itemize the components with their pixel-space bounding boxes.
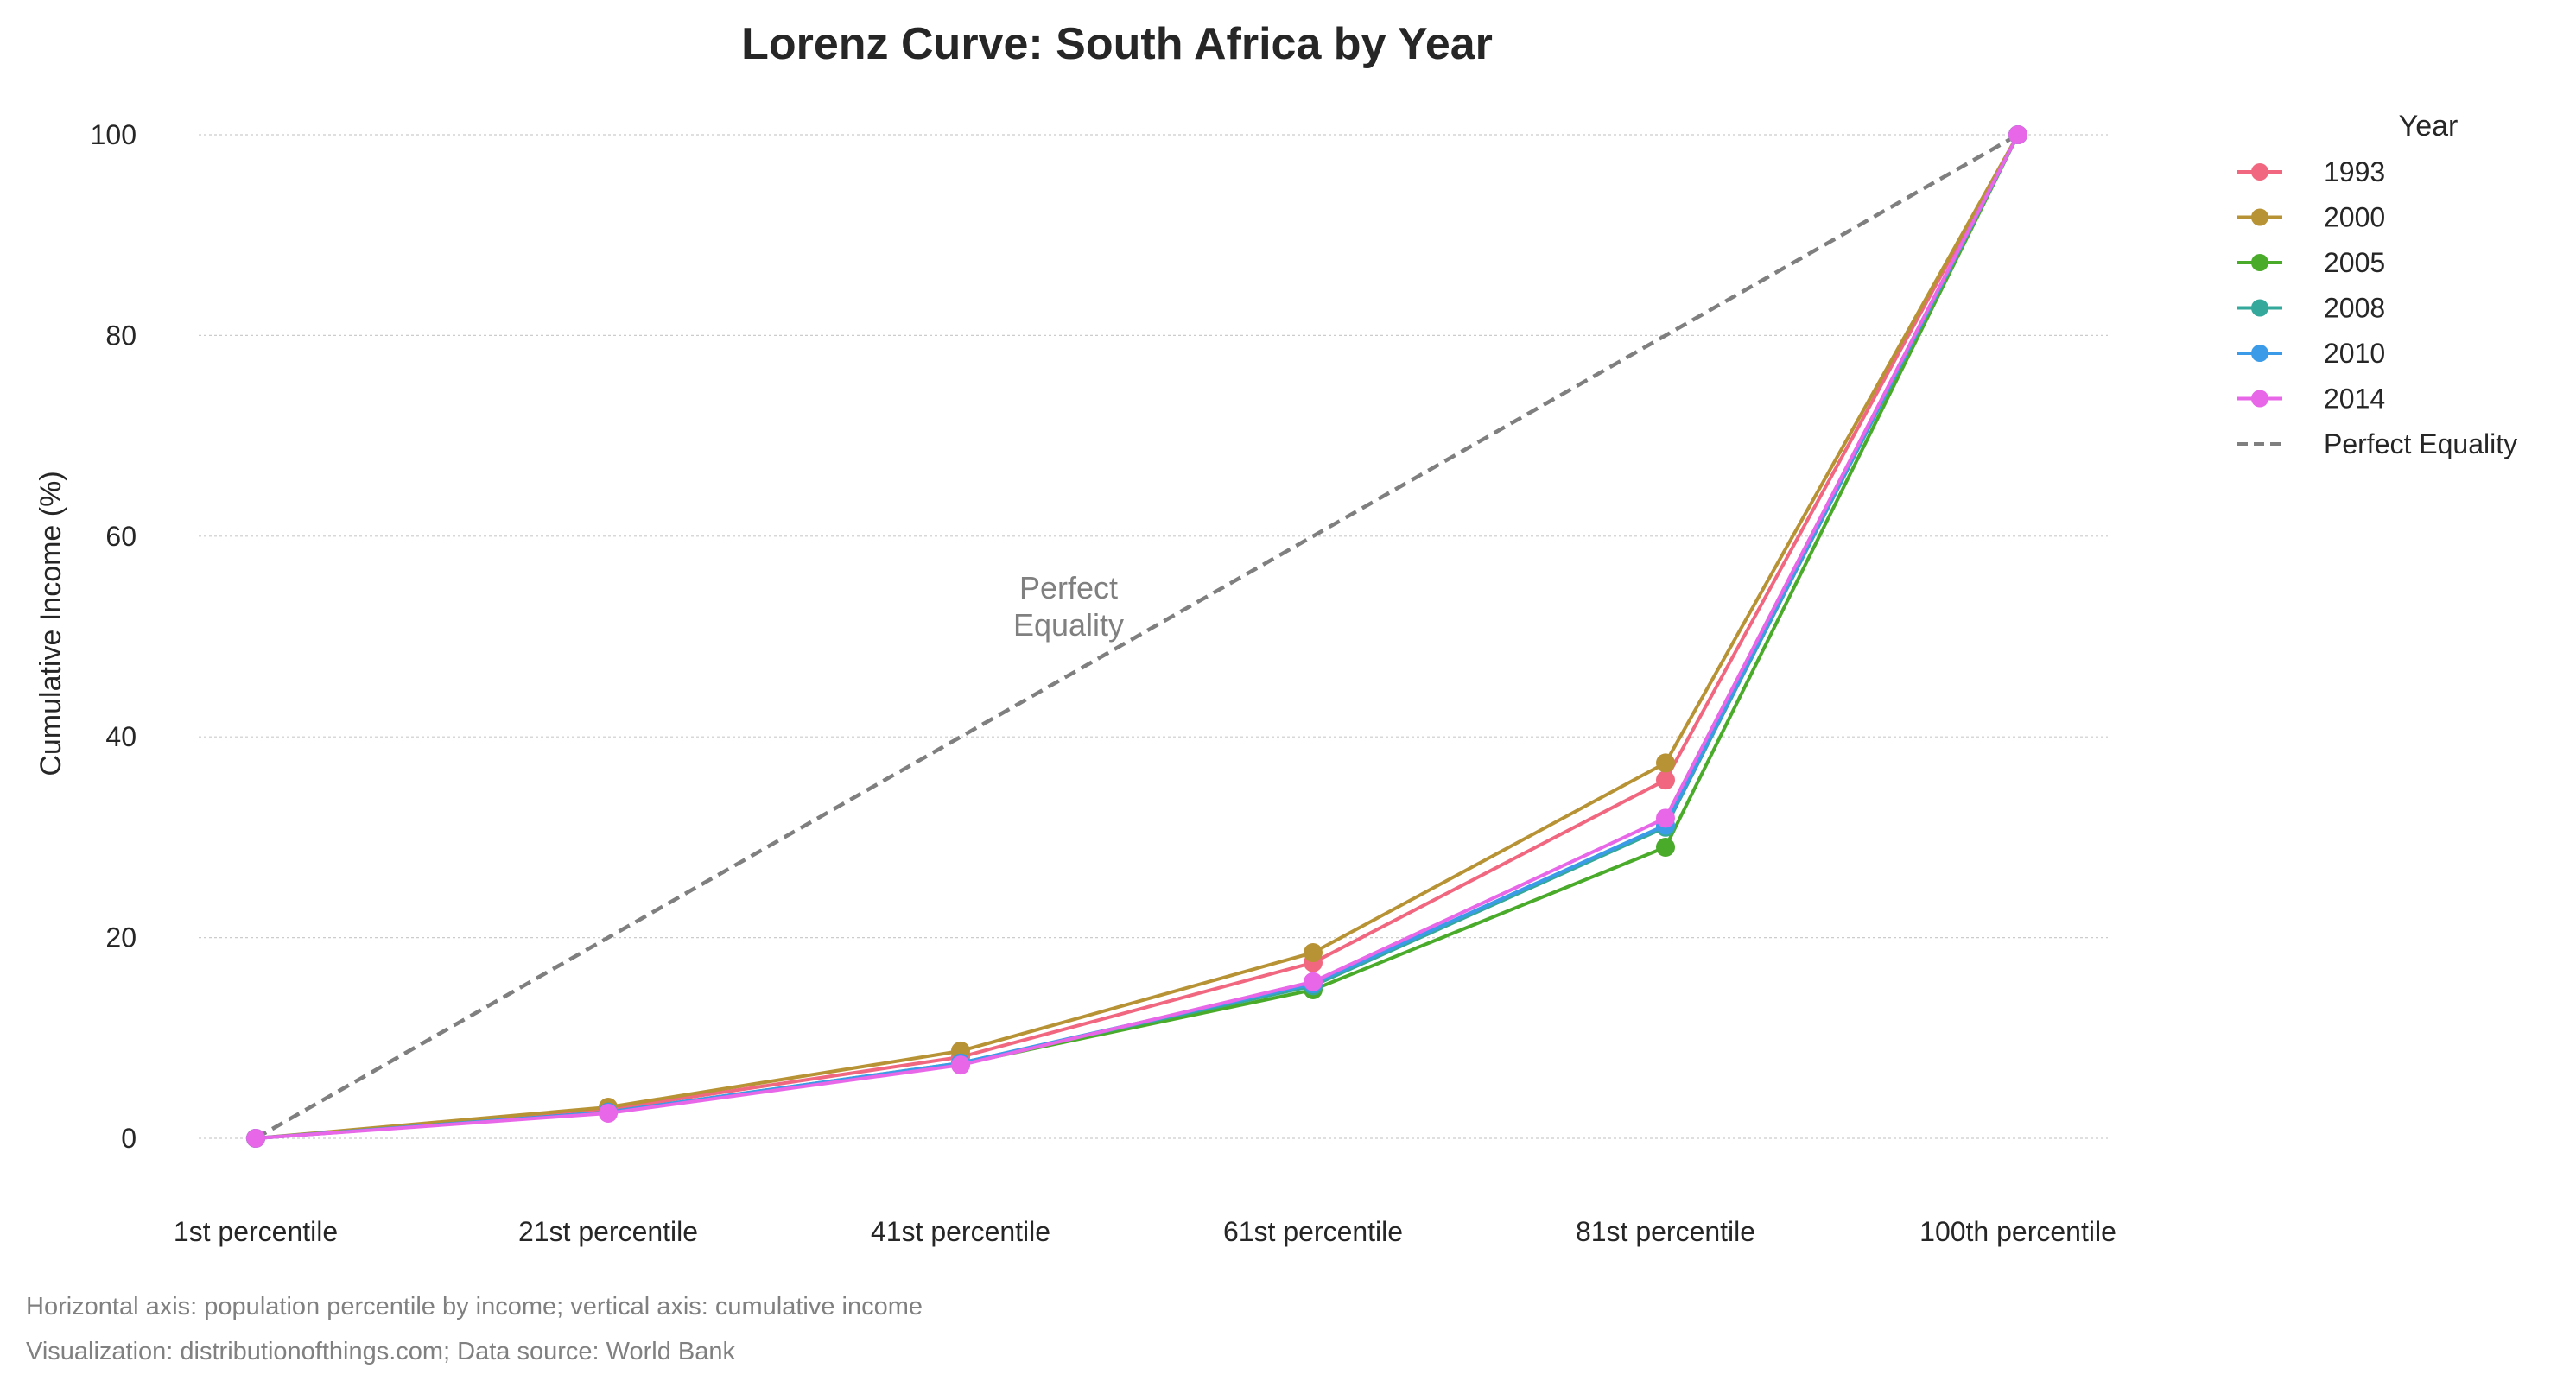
data-point-2000 [1304, 943, 1323, 963]
legend-marker [2251, 254, 2268, 271]
legend-item-2008: 2008 [2237, 293, 2385, 324]
x-tick-label: 41st percentile [871, 1216, 1050, 1247]
x-tick-label: 100th percentile [1919, 1216, 2116, 1247]
footnote-axes: Horizontal axis: population percentile b… [26, 1293, 923, 1321]
y-tick-label: 20 [105, 922, 136, 953]
series-layer [246, 125, 2027, 1148]
data-point-1993 [1656, 770, 1675, 790]
chart-title: Lorenz Curve: South Africa by Year [741, 19, 1493, 69]
perfect-equality-line [254, 133, 2020, 1140]
perfect-equality-annotation: Perfect Equality [1013, 570, 1124, 643]
data-point-2014 [2008, 125, 2027, 144]
legend-marker [2251, 345, 2268, 362]
legend-item-2014: 2014 [2237, 383, 2385, 415]
legend-label: 2008 [2324, 293, 2385, 324]
data-point-2014 [951, 1055, 970, 1075]
footnote-source: Visualization: distributionofthings.com;… [26, 1338, 736, 1365]
grid-lines [199, 134, 2108, 1139]
perfect-equality-layer [254, 133, 2020, 1140]
legend-label: 1993 [2324, 156, 2385, 187]
y-tick-label: 100 [91, 119, 136, 150]
legend-item-perfect-equality: Perfect Equality [2237, 428, 2517, 459]
legend-marker [2251, 208, 2268, 226]
legend-marker [2251, 390, 2268, 408]
data-point-2014 [599, 1103, 618, 1123]
data-point-2014 [1656, 808, 1675, 828]
legend-item-2000: 2000 [2237, 202, 2385, 233]
y-tick-label: 0 [121, 1123, 136, 1154]
data-point-2000 [1656, 753, 1675, 773]
y-axis-label: Cumulative Income (%) [35, 471, 67, 776]
legend-label: Perfect Equality [2324, 428, 2517, 459]
legend-item-2005: 2005 [2237, 247, 2385, 278]
x-tick-label: 21st percentile [518, 1216, 698, 1247]
legend-title: Year [2399, 110, 2459, 143]
axis-ticks: 0 20 40 60 80 100 1st percentile 21st percentil… [91, 119, 2116, 1247]
data-point-2014 [1304, 972, 1323, 991]
legend-item-2010: 2010 [2237, 338, 2385, 369]
legend: Year 1993 2000 2005 2008 2010 2014 Perfect Equ… [2237, 110, 2517, 459]
legend-label: 2010 [2324, 338, 2385, 369]
legend-label: 2000 [2324, 202, 2385, 233]
series-2014 [246, 125, 2027, 1148]
legend-marker [2251, 299, 2268, 317]
y-tick-label: 60 [105, 521, 136, 552]
x-tick-label: 1st percentile [174, 1216, 338, 1247]
y-tick-label: 80 [105, 320, 136, 351]
data-point-2014 [246, 1129, 265, 1148]
series-line-2014 [255, 134, 2020, 1140]
legend-item-1993: 1993 [2237, 156, 2385, 187]
x-tick-label: 81st percentile [1576, 1216, 1755, 1247]
data-point-2005 [1656, 838, 1675, 858]
series-line-2000 [255, 134, 2020, 1140]
legend-label: 2005 [2324, 247, 2385, 278]
x-tick-label: 61st percentile [1223, 1216, 1403, 1247]
legend-label: 2014 [2324, 383, 2385, 415]
legend-marker [2251, 163, 2268, 181]
y-tick-label: 40 [105, 721, 136, 752]
